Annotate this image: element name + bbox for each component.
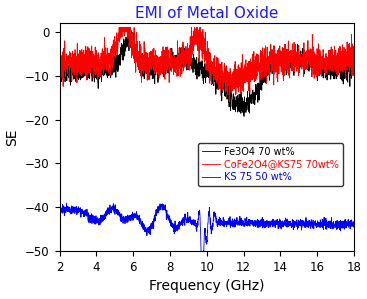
KS 75 50 wt% (64, 201, 69, 205)
CoFe2O4@KS75 70wt% (193, 42, 197, 46)
KS 75 50 wt% (290, 223, 294, 227)
Fe3O4 70 wt% (242, 115, 246, 118)
KS 75 50 wt% (352, 225, 356, 229)
Fe3O4 70 wt% (57, 67, 62, 71)
Fe3O4 70 wt% (128, 26, 132, 29)
KS 75 50 wt% (199, 258, 204, 262)
KS 75 50 wt% (193, 218, 197, 222)
CoFe2O4@KS75 70wt% (201, 28, 205, 31)
Fe3O4 70 wt% (290, 66, 294, 70)
Line: KS 75 50 wt%: KS 75 50 wt% (59, 203, 354, 260)
CoFe2O4@KS75 70wt% (344, 62, 348, 66)
Line: Fe3O4 70 wt%: Fe3O4 70 wt% (59, 28, 354, 116)
Fe3O4 70 wt% (344, 71, 348, 74)
CoFe2O4@KS75 70wt% (290, 65, 294, 69)
CoFe2O4@KS75 70wt% (57, 66, 62, 70)
Y-axis label: SE: SE (6, 128, 19, 146)
Title: EMI of Metal Oxide: EMI of Metal Oxide (135, 6, 279, 21)
Fe3O4 70 wt% (201, 72, 205, 76)
KS 75 50 wt% (344, 222, 348, 226)
KS 75 50 wt% (57, 210, 62, 213)
CoFe2O4@KS75 70wt% (344, 76, 348, 80)
Line: CoFe2O4@KS75 70wt%: CoFe2O4@KS75 70wt% (59, 28, 354, 102)
Fe3O4 70 wt% (193, 59, 197, 62)
KS 75 50 wt% (73, 206, 77, 210)
Fe3O4 70 wt% (344, 68, 348, 71)
CoFe2O4@KS75 70wt% (72, 68, 77, 71)
Legend: Fe3O4 70 wt%, CoFe2O4@KS75 70wt%, KS 75 50 wt%: Fe3O4 70 wt%, CoFe2O4@KS75 70wt%, KS 75 … (198, 143, 343, 186)
CoFe2O4@KS75 70wt% (352, 54, 356, 58)
CoFe2O4@KS75 70wt% (117, 26, 121, 29)
KS 75 50 wt% (201, 258, 205, 262)
CoFe2O4@KS75 70wt% (227, 100, 232, 103)
KS 75 50 wt% (344, 226, 348, 229)
Fe3O4 70 wt% (72, 71, 77, 75)
X-axis label: Frequency (GHz): Frequency (GHz) (149, 280, 265, 293)
Fe3O4 70 wt% (352, 73, 356, 77)
